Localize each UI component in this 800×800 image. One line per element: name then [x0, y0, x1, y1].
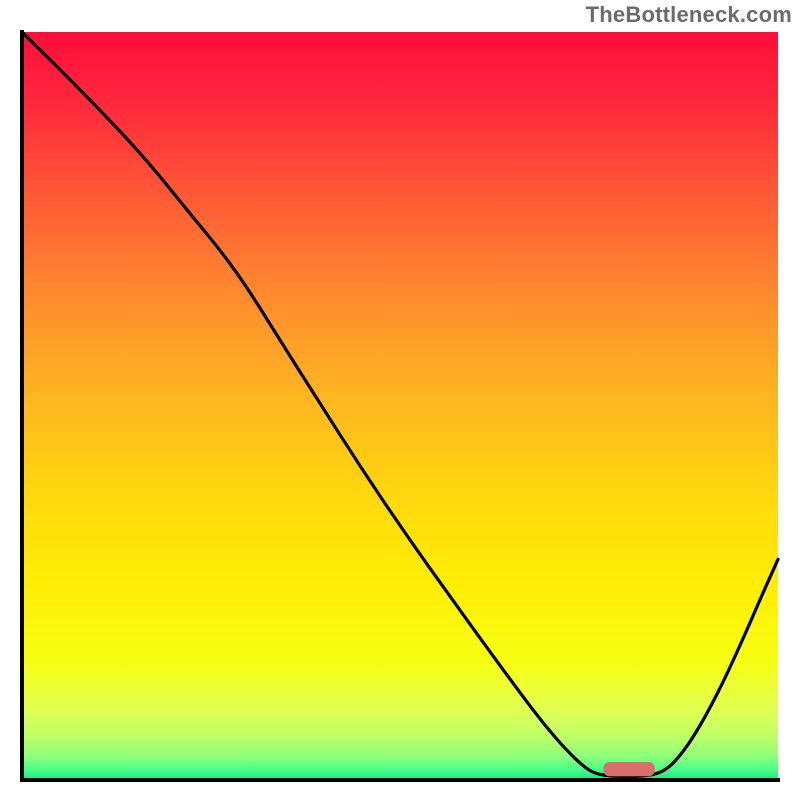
optimal-range-marker [603, 762, 654, 776]
chart-canvas: TheBottleneck.com [0, 0, 800, 800]
chart-background [22, 32, 778, 780]
watermark-text: TheBottleneck.com [586, 2, 792, 28]
chart-svg [0, 0, 800, 800]
